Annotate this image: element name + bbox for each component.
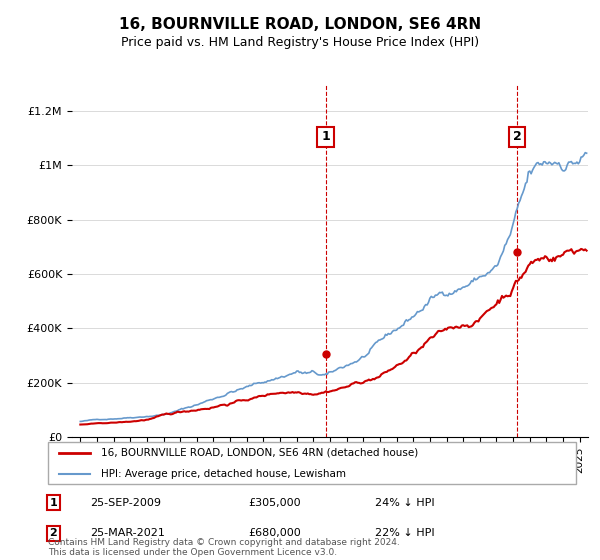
Text: 25-SEP-2009: 25-SEP-2009 — [90, 498, 161, 507]
Text: 24% ↓ HPI: 24% ↓ HPI — [376, 498, 435, 507]
Text: Contains HM Land Registry data © Crown copyright and database right 2024.
This d: Contains HM Land Registry data © Crown c… — [48, 538, 400, 557]
Text: 1: 1 — [321, 130, 330, 143]
Text: 1: 1 — [49, 498, 57, 507]
FancyBboxPatch shape — [48, 442, 576, 484]
Text: 16, BOURNVILLE ROAD, LONDON, SE6 4RN: 16, BOURNVILLE ROAD, LONDON, SE6 4RN — [119, 17, 481, 32]
Text: 2: 2 — [512, 130, 521, 143]
Text: 22% ↓ HPI: 22% ↓ HPI — [376, 529, 435, 538]
Text: HPI: Average price, detached house, Lewisham: HPI: Average price, detached house, Lewi… — [101, 469, 346, 479]
Text: 16, BOURNVILLE ROAD, LONDON, SE6 4RN (detached house): 16, BOURNVILLE ROAD, LONDON, SE6 4RN (de… — [101, 448, 418, 458]
Text: 2: 2 — [49, 529, 57, 538]
Text: £680,000: £680,000 — [248, 529, 301, 538]
Text: £305,000: £305,000 — [248, 498, 301, 507]
Text: 25-MAR-2021: 25-MAR-2021 — [90, 529, 165, 538]
Text: Price paid vs. HM Land Registry's House Price Index (HPI): Price paid vs. HM Land Registry's House … — [121, 36, 479, 49]
